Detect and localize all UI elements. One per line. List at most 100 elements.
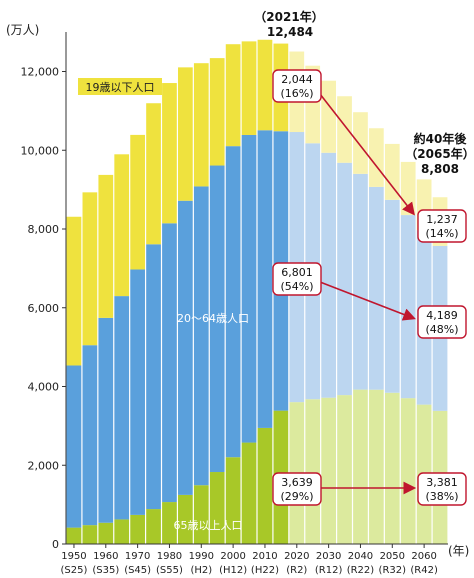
bar-old-1965 — [114, 519, 130, 544]
x-tick-year: 2060 — [411, 551, 436, 562]
bar-working-1990 — [193, 186, 209, 486]
svg-text:(48%): (48%) — [425, 323, 458, 336]
bar-working-2010 — [257, 130, 273, 428]
bar-young-1965 — [114, 154, 130, 297]
svg-text:(16%): (16%) — [280, 87, 313, 100]
svg-text:6,801: 6,801 — [281, 266, 313, 279]
x-tick-year: 1980 — [157, 551, 182, 562]
y-axis: 0 2,000 4,000 6,000 8,000 10,000 12,000 — [21, 32, 67, 551]
y-tick-label: 6,000 — [28, 302, 60, 315]
bar-working-1980 — [162, 223, 177, 503]
arrow-young — [319, 93, 415, 216]
y-tick-label: 10,000 — [21, 144, 60, 157]
x-tick-era: (S35) — [92, 565, 119, 576]
series-label-young: 19歳以下人口 — [86, 81, 155, 94]
y-tick-label: 12,000 — [21, 66, 60, 79]
bar-old-1970 — [130, 514, 145, 544]
bar-young-2000 — [225, 44, 241, 147]
box-working-2065: 4,189 (48%) — [417, 305, 467, 339]
x-tick-era: (R12) — [315, 565, 343, 576]
x-tick-era: (R42) — [410, 565, 438, 576]
bar-young-2005 — [241, 41, 257, 135]
bar-old-2000 — [225, 457, 241, 544]
series-label-old: 65歳以上人口 — [174, 519, 243, 532]
legend-old: 65歳以上人口 — [174, 519, 243, 532]
bar-old-1980 — [162, 502, 177, 544]
bar-working-1975 — [146, 244, 161, 510]
legend-working: 20～64歳人口 — [177, 312, 249, 325]
bar-young-1990 — [193, 63, 209, 187]
bar-old-1995 — [209, 472, 225, 544]
box-young-2020: 2,044 (16%) — [272, 69, 322, 103]
bar-working-1965 — [114, 296, 130, 520]
legend-young: 19歳以下人口 — [78, 78, 162, 95]
x-tick-era: (R2) — [286, 565, 307, 576]
svg-text:(29%): (29%) — [280, 490, 313, 503]
svg-text:2,044: 2,044 — [281, 73, 313, 86]
bar-old-1985 — [178, 494, 193, 544]
x-tick-era: (R22) — [347, 565, 375, 576]
bar-young-1995 — [209, 58, 225, 166]
box-old-2020: 3,639 (29%) — [272, 472, 322, 506]
x-tick-era: (S45) — [124, 565, 151, 576]
x-tick-year: 2000 — [220, 551, 245, 562]
bar-young-1980 — [162, 83, 177, 224]
x-tick-year: 2010 — [252, 551, 277, 562]
bar-working-2040 — [353, 173, 368, 390]
series-label-working: 20～64歳人口 — [177, 312, 249, 325]
x-unit-label: (年) — [448, 544, 469, 558]
y-unit-label: (万人) — [6, 23, 39, 37]
later-value-label: 8,808 — [421, 162, 459, 176]
x-tick-year: 1950 — [61, 551, 86, 562]
later-label-line2: （2065年） — [405, 146, 474, 161]
y-tick-label: 8,000 — [28, 223, 60, 236]
bar-young-2010 — [257, 39, 273, 131]
bar-young-1960 — [98, 174, 114, 318]
bar-working-2035 — [337, 162, 352, 396]
bar-old-2045 — [369, 389, 384, 544]
bar-working-2030 — [321, 152, 336, 398]
bar-old-2050 — [384, 392, 400, 544]
arrows — [319, 93, 417, 495]
bar-young-1985 — [178, 67, 193, 201]
x-tick-era: (S25) — [61, 565, 88, 576]
bar-young-1955 — [82, 192, 98, 346]
bar-young-1975 — [146, 103, 161, 245]
bar-working-2000 — [225, 146, 241, 458]
x-tick-year: 1970 — [125, 551, 150, 562]
svg-text:4,189: 4,189 — [426, 309, 458, 322]
svg-text:(54%): (54%) — [280, 280, 313, 293]
bar-working-2005 — [241, 134, 257, 443]
bar-working-2045 — [369, 186, 384, 390]
bar-old-1950 — [66, 527, 82, 544]
bar-working-2050 — [384, 199, 400, 393]
svg-text:(14%): (14%) — [425, 227, 458, 240]
peak-year-label: （2021年） — [254, 9, 323, 24]
x-tick-era: (H22) — [251, 565, 279, 576]
box-working-2020: 6,801 (54%) — [272, 262, 322, 296]
bar-young-2040 — [353, 112, 368, 174]
svg-text:1,237: 1,237 — [426, 213, 458, 226]
bar-old-2005 — [241, 442, 257, 544]
bar-old-2025 — [305, 399, 321, 544]
svg-text:3,381: 3,381 — [426, 476, 458, 489]
bar-young-1970 — [130, 134, 145, 270]
bar-working-1970 — [130, 269, 145, 515]
bar-working-2055 — [400, 215, 416, 399]
bar-working-1955 — [82, 345, 98, 526]
bar-old-1990 — [193, 485, 209, 544]
bar-old-1955 — [82, 525, 98, 544]
x-tick-era: (H12) — [219, 565, 247, 576]
bar-working-1995 — [209, 165, 225, 473]
x-tick-year: 2020 — [284, 551, 309, 562]
bar-old-1975 — [146, 509, 161, 544]
bar-young-2050 — [384, 143, 400, 200]
y-tick-label: 0 — [52, 538, 59, 551]
bar-old-2040 — [353, 389, 368, 544]
y-tick-label: 2,000 — [28, 459, 60, 472]
x-tick-year: 1990 — [189, 551, 214, 562]
x-tick-era: (S55) — [156, 565, 183, 576]
x-tick-year: 2040 — [348, 551, 373, 562]
bar-young-2035 — [337, 96, 352, 163]
